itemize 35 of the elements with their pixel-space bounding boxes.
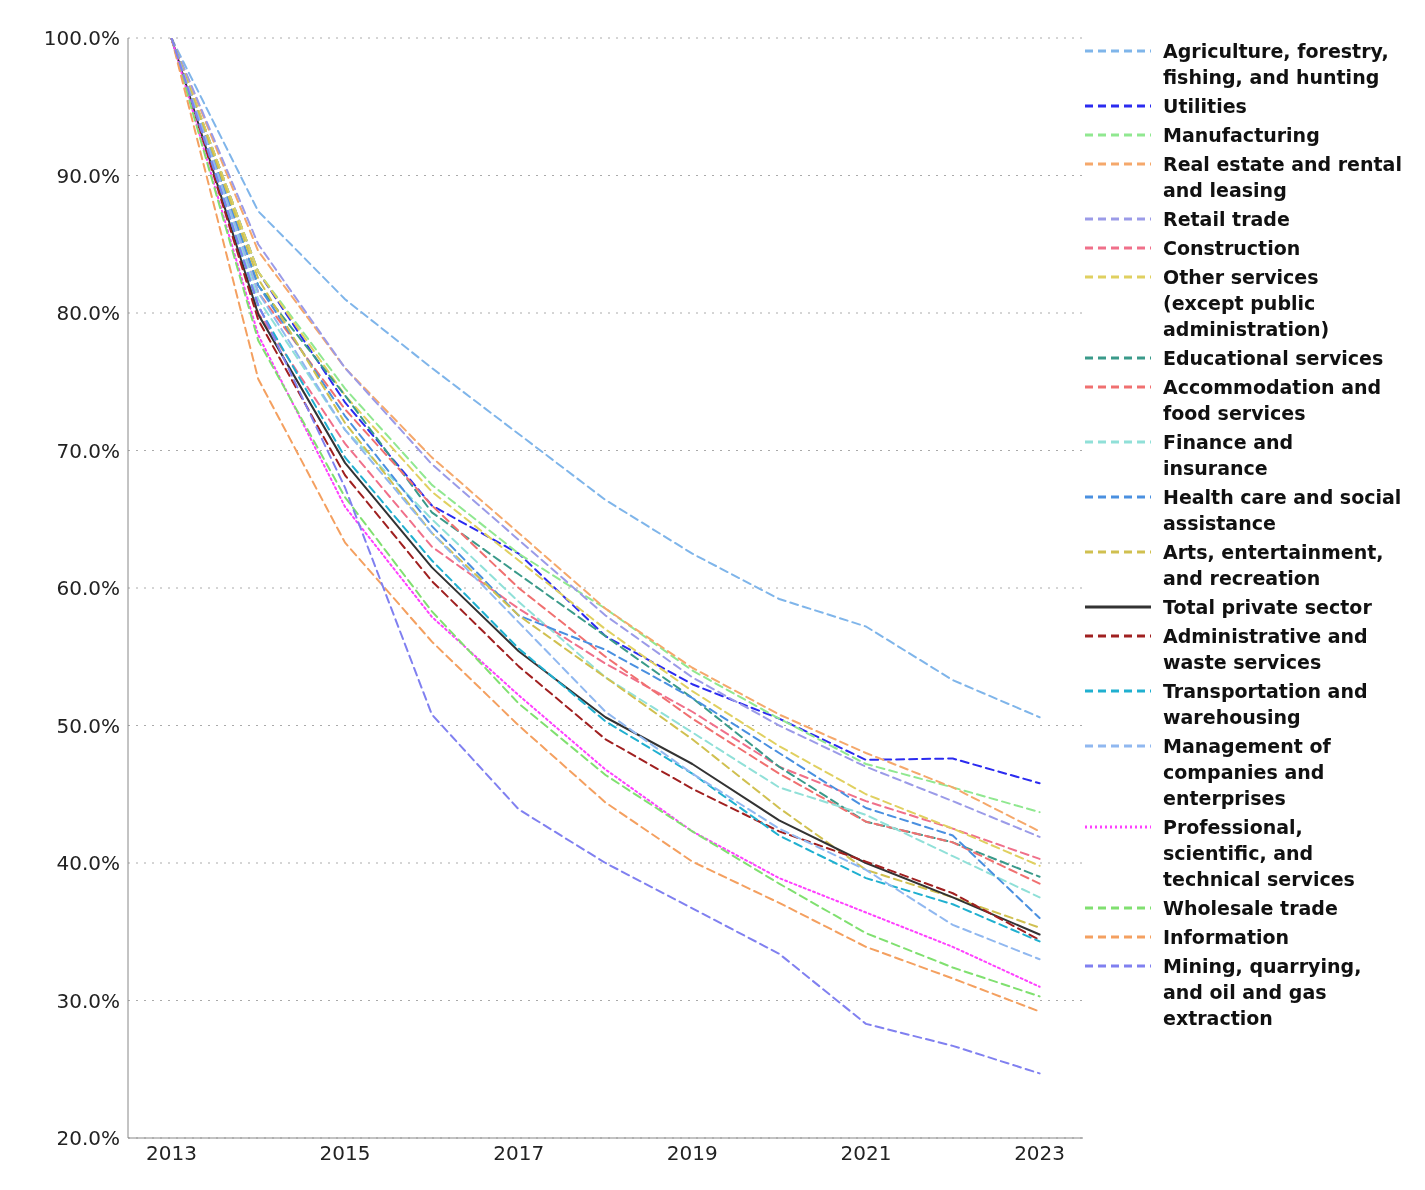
- y-tick-label: 70.0%: [56, 438, 120, 463]
- legend-label: Agriculture, forestry, fishing, and hunting: [1163, 39, 1390, 90]
- x-tick-label: 2013: [145, 1141, 197, 1166]
- y-tick-label: 20.0%: [56, 1126, 120, 1151]
- legend-label: Health care and social assistance: [1163, 485, 1403, 536]
- y-tick-label: 80.0%: [56, 301, 120, 326]
- legend-label: Manufacturing: [1163, 123, 1321, 148]
- legend-label: Finance and insurance: [1163, 430, 1295, 481]
- legend-label: Real estate and rental and leasing: [1163, 152, 1403, 203]
- legend-label: Professional, scientific, and technical services: [1163, 815, 1356, 892]
- legend-label: Construction: [1163, 236, 1302, 261]
- x-tick-label: 2017: [493, 1141, 545, 1166]
- legend-label: Information: [1163, 925, 1291, 950]
- y-tick-label: 40.0%: [56, 851, 120, 876]
- legend-label: Utilities: [1163, 94, 1248, 119]
- x-tick-label: 2019: [666, 1141, 718, 1166]
- legend-label: Accommodation and food services: [1163, 375, 1383, 426]
- y-tick-label: 90.0%: [56, 163, 120, 188]
- y-tick-label: 30.0%: [56, 988, 120, 1013]
- x-tick-label: 2021: [840, 1141, 892, 1166]
- legend-label: Other services (except public administration): [1163, 265, 1331, 342]
- legend-label: Management of companies and enterprises: [1163, 734, 1332, 811]
- y-tick-label: 60.0%: [56, 576, 120, 601]
- legend-label: Retail trade: [1163, 207, 1291, 232]
- legend-label: Wholesale trade: [1163, 896, 1339, 921]
- legend-label: Total private sector: [1163, 595, 1373, 620]
- y-tick-label: 100.0%: [43, 26, 120, 51]
- legend-label: Educational services: [1163, 346, 1385, 371]
- legend-label: Mining, quarrying, and oil and gas extraction: [1163, 954, 1363, 1031]
- y-tick-label: 50.0%: [56, 713, 120, 738]
- legend-label: Administrative and waste services: [1163, 624, 1369, 675]
- x-tick-label: 2015: [319, 1141, 371, 1166]
- legend-label: Transportation and warehousing: [1163, 679, 1369, 730]
- legend-label: Arts, entertainment, and recreation: [1163, 540, 1385, 591]
- x-tick-label: 2023: [1014, 1141, 1066, 1166]
